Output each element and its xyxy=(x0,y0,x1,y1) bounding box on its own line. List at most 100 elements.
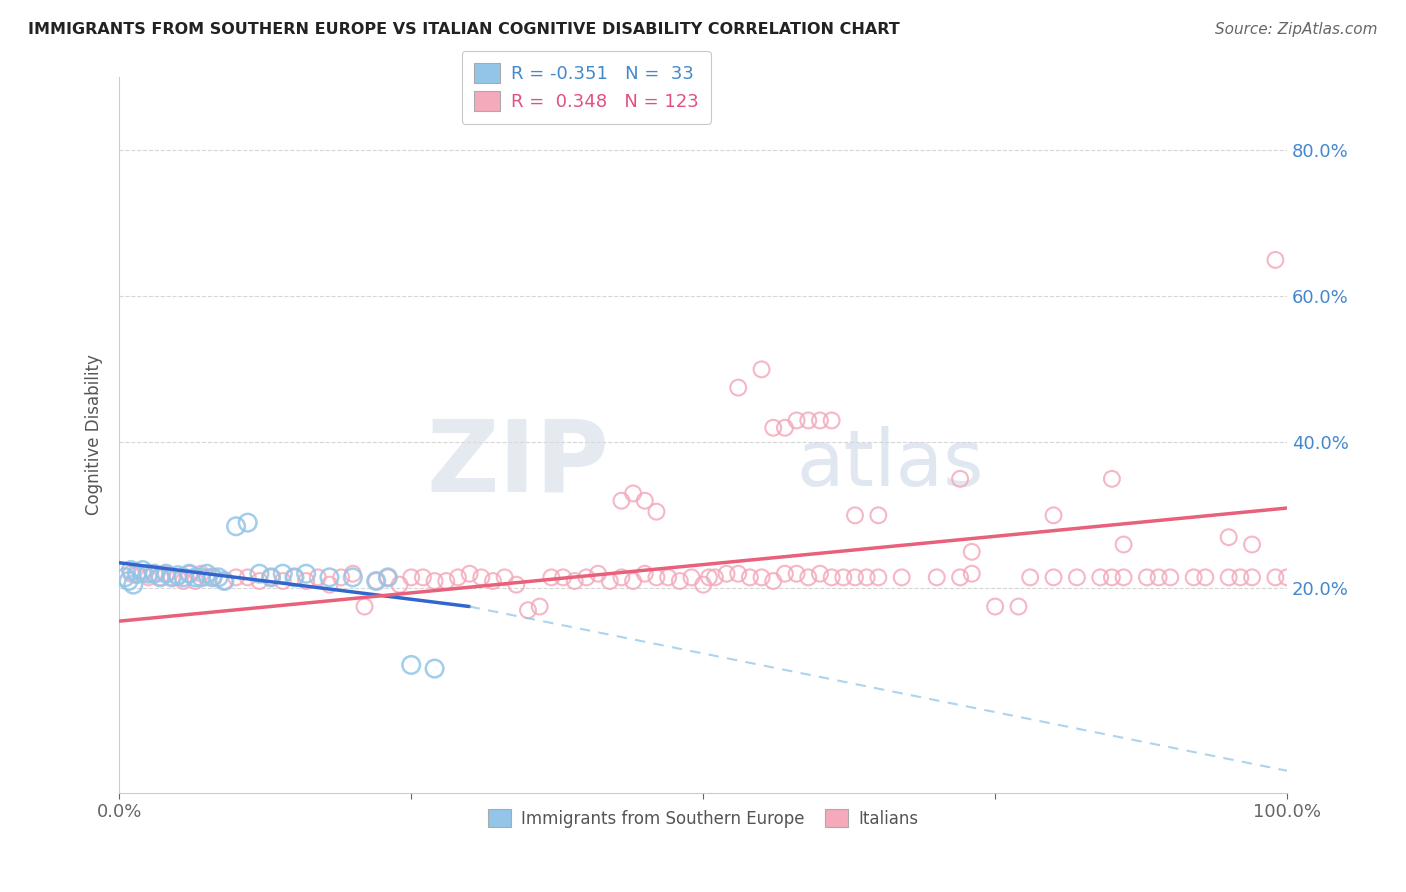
Point xyxy=(260,570,283,584)
Point xyxy=(225,519,247,533)
Point xyxy=(195,570,218,584)
Point xyxy=(1090,570,1112,584)
Point xyxy=(207,570,229,584)
Point xyxy=(494,570,516,584)
Point xyxy=(184,574,207,588)
Point xyxy=(342,570,364,584)
Point xyxy=(797,413,820,427)
Point xyxy=(645,505,668,519)
Point xyxy=(1112,570,1135,584)
Point xyxy=(342,566,364,581)
Point xyxy=(1264,252,1286,267)
Point xyxy=(149,570,172,584)
Point xyxy=(890,570,912,584)
Point xyxy=(751,570,773,584)
Point xyxy=(820,570,842,584)
Point xyxy=(1241,570,1264,584)
Point xyxy=(260,570,283,584)
Point xyxy=(122,577,145,591)
Point xyxy=(738,570,761,584)
Text: IMMIGRANTS FROM SOUTHERN EUROPE VS ITALIAN COGNITIVE DISABILITY CORRELATION CHAR: IMMIGRANTS FROM SOUTHERN EUROPE VS ITALI… xyxy=(28,22,900,37)
Point xyxy=(353,599,375,614)
Point xyxy=(388,577,411,591)
Point xyxy=(120,563,142,577)
Point xyxy=(1218,570,1240,584)
Legend: Immigrants from Southern Europe, Italians: Immigrants from Southern Europe, Italian… xyxy=(481,803,925,834)
Point xyxy=(517,603,540,617)
Point xyxy=(984,599,1007,614)
Point xyxy=(808,413,831,427)
Point xyxy=(412,570,434,584)
Point xyxy=(716,566,738,581)
Point xyxy=(160,570,183,584)
Point xyxy=(366,574,388,588)
Point xyxy=(960,566,983,581)
Point xyxy=(166,570,188,584)
Point xyxy=(114,570,136,584)
Point xyxy=(143,566,166,581)
Point xyxy=(225,570,247,584)
Point xyxy=(925,570,948,584)
Point xyxy=(131,566,153,581)
Point xyxy=(271,574,294,588)
Point xyxy=(681,570,703,584)
Point xyxy=(149,570,172,584)
Point xyxy=(1147,570,1170,584)
Point xyxy=(645,570,668,584)
Point xyxy=(657,570,679,584)
Point xyxy=(1042,570,1064,584)
Point xyxy=(610,570,633,584)
Point xyxy=(423,574,446,588)
Point xyxy=(1112,537,1135,551)
Point xyxy=(727,566,749,581)
Point xyxy=(1136,570,1159,584)
Point xyxy=(138,570,160,584)
Point xyxy=(1101,570,1123,584)
Point xyxy=(179,566,201,581)
Point xyxy=(271,566,294,581)
Point xyxy=(295,574,318,588)
Point xyxy=(131,563,153,577)
Text: Source: ZipAtlas.com: Source: ZipAtlas.com xyxy=(1215,22,1378,37)
Point xyxy=(190,566,212,581)
Point xyxy=(786,413,808,427)
Point xyxy=(949,472,972,486)
Point xyxy=(125,568,148,582)
Point xyxy=(125,566,148,581)
Point xyxy=(184,570,207,584)
Point xyxy=(458,566,481,581)
Point xyxy=(505,577,527,591)
Point xyxy=(155,566,177,581)
Point xyxy=(621,574,644,588)
Point xyxy=(634,566,657,581)
Point xyxy=(160,570,183,584)
Text: ZIP: ZIP xyxy=(427,415,610,512)
Point xyxy=(762,574,785,588)
Point xyxy=(610,493,633,508)
Point xyxy=(399,570,422,584)
Point xyxy=(447,570,470,584)
Point xyxy=(249,574,271,588)
Point xyxy=(155,566,177,581)
Point xyxy=(214,574,236,588)
Point xyxy=(808,566,831,581)
Point xyxy=(762,421,785,435)
Point xyxy=(529,599,551,614)
Point xyxy=(366,574,388,588)
Point xyxy=(179,566,201,581)
Point xyxy=(773,421,796,435)
Point xyxy=(1182,570,1205,584)
Point xyxy=(434,574,457,588)
Point xyxy=(1101,472,1123,486)
Point xyxy=(1007,599,1029,614)
Point xyxy=(173,574,195,588)
Point xyxy=(249,566,271,581)
Point xyxy=(844,570,866,584)
Point xyxy=(1275,570,1298,584)
Point xyxy=(949,570,972,584)
Point xyxy=(482,574,505,588)
Point xyxy=(1241,537,1264,551)
Point xyxy=(283,570,305,584)
Point xyxy=(173,570,195,584)
Point xyxy=(1159,570,1181,584)
